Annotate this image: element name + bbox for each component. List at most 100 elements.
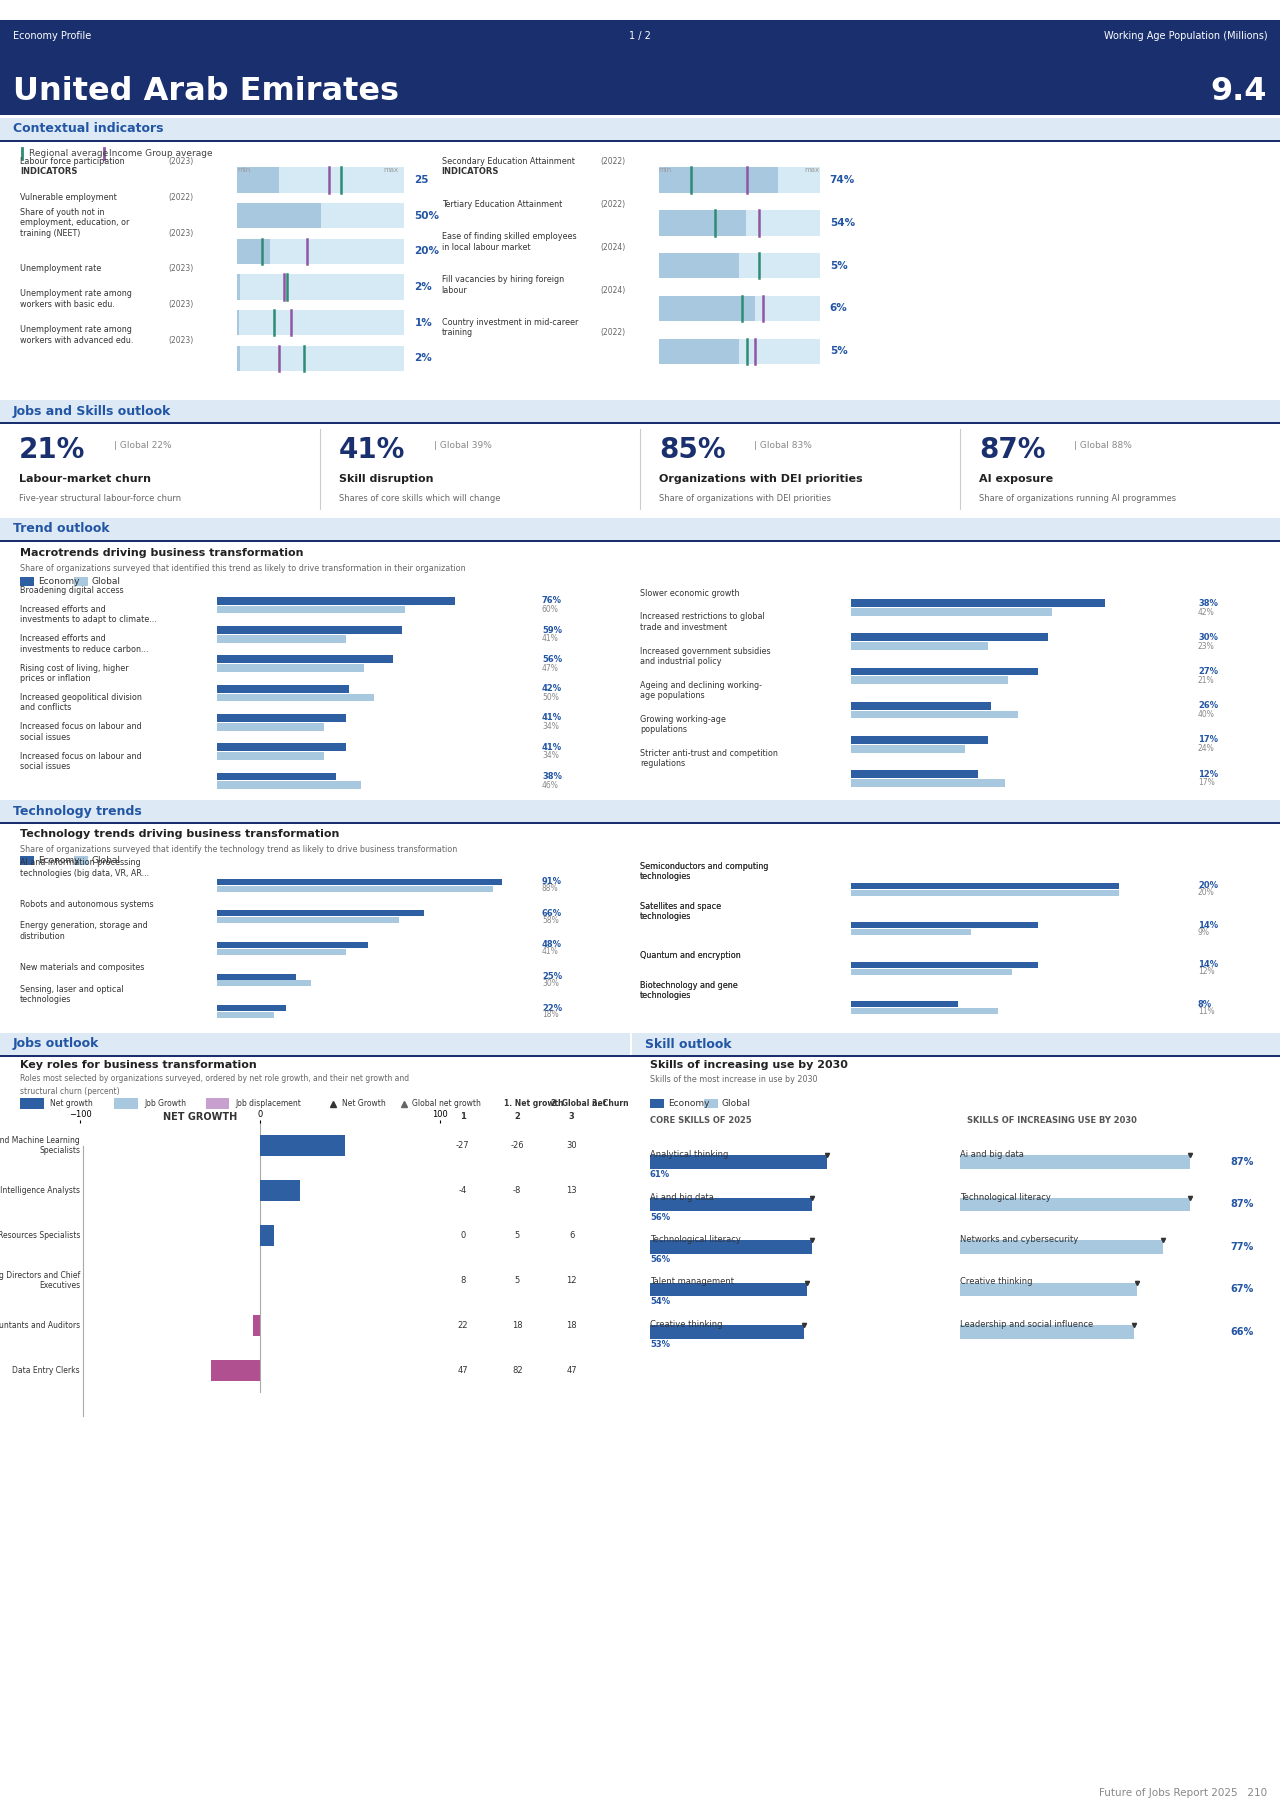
Bar xyxy=(218,626,402,633)
Text: 12%: 12% xyxy=(1198,769,1219,778)
Text: Growing working-age
populations: Growing working-age populations xyxy=(640,715,726,734)
Text: 3: 3 xyxy=(568,1113,575,1122)
Text: Technology trends: Technology trends xyxy=(13,805,142,818)
Text: (2022): (2022) xyxy=(169,194,195,203)
Text: 22%: 22% xyxy=(541,1004,562,1013)
Text: (2024): (2024) xyxy=(600,286,626,295)
Text: Increased geopolitical division
and conflicts: Increased geopolitical division and conf… xyxy=(20,693,142,713)
Text: Creative thinking: Creative thinking xyxy=(650,1321,722,1330)
Text: max: max xyxy=(383,168,398,174)
Text: 46%: 46% xyxy=(541,781,559,791)
Text: Roles most selected by organizations surveyed, ordered by net role growth, and t: Roles most selected by organizations sur… xyxy=(20,1075,410,1084)
Bar xyxy=(237,168,404,194)
Text: 59%: 59% xyxy=(541,626,562,635)
Bar xyxy=(218,743,346,751)
Text: Country investment in mid-career
training: Country investment in mid-career trainin… xyxy=(442,318,579,338)
Text: 2. Global net: 2. Global net xyxy=(550,1100,607,1107)
Text: CORE SKILLS OF 2025: CORE SKILLS OF 2025 xyxy=(650,1116,751,1125)
Text: 54%: 54% xyxy=(829,217,855,228)
Text: Share of organizations running AI programmes: Share of organizations running AI progra… xyxy=(979,494,1176,503)
Bar xyxy=(659,253,740,279)
Text: 12: 12 xyxy=(566,1275,577,1284)
Text: 30%: 30% xyxy=(1198,633,1217,642)
Text: Increased efforts and
investments to reduce carbon...: Increased efforts and investments to red… xyxy=(20,635,148,653)
Text: 38%: 38% xyxy=(541,772,562,781)
Text: Robots and autonomous systems: Robots and autonomous systems xyxy=(20,901,154,910)
Bar xyxy=(218,693,374,702)
Text: INDICATORS: INDICATORS xyxy=(442,168,499,177)
Text: 66%: 66% xyxy=(541,908,562,917)
Text: (2023): (2023) xyxy=(169,264,195,273)
Bar xyxy=(218,597,456,604)
Text: 22: 22 xyxy=(457,1321,468,1330)
Text: New materials and composites: New materials and composites xyxy=(20,964,145,971)
Text: Economy: Economy xyxy=(668,1100,709,1107)
Bar xyxy=(218,973,296,980)
Text: Shares of core skills which will change: Shares of core skills which will change xyxy=(339,494,500,503)
Text: 54%: 54% xyxy=(650,1297,671,1306)
Text: Slower economic growth: Slower economic growth xyxy=(640,588,740,597)
Bar xyxy=(851,780,1005,787)
Bar xyxy=(851,923,897,928)
Bar xyxy=(218,886,493,892)
Bar xyxy=(659,210,819,235)
Text: 5: 5 xyxy=(515,1275,520,1284)
Text: 2%: 2% xyxy=(415,353,433,364)
Text: 91%: 91% xyxy=(541,877,562,886)
Text: (2022): (2022) xyxy=(600,157,626,166)
Text: -27: -27 xyxy=(456,1141,470,1151)
Bar xyxy=(237,275,404,300)
Text: 14%: 14% xyxy=(1198,921,1219,930)
Text: Unemployment rate: Unemployment rate xyxy=(20,264,101,273)
Bar xyxy=(659,338,740,364)
Text: 1: 1 xyxy=(460,1113,466,1122)
Text: Global net growth: Global net growth xyxy=(412,1100,481,1107)
Text: Managing Directors and Chief
Executives: Managing Directors and Chief Executives xyxy=(0,1270,79,1290)
Text: Skill outlook: Skill outlook xyxy=(645,1038,732,1051)
Text: -26: -26 xyxy=(511,1141,524,1151)
Bar xyxy=(237,168,279,194)
Bar xyxy=(237,203,404,228)
Text: 0: 0 xyxy=(461,1230,466,1239)
Text: Data Entry Clerks: Data Entry Clerks xyxy=(13,1366,79,1375)
Bar xyxy=(851,642,988,649)
Text: Biotechnology and gene
technologies: Biotechnology and gene technologies xyxy=(640,980,737,1000)
Text: AI and information processing
technologies (big data, VR, AR...: AI and information processing technologi… xyxy=(20,857,150,877)
Bar xyxy=(650,1154,827,1169)
Text: Satellites and space
technologies: Satellites and space technologies xyxy=(640,901,721,921)
Bar xyxy=(218,753,324,760)
Bar xyxy=(659,297,755,320)
Text: Share of organizations surveyed that identified this trend as likely to drive tr: Share of organizations surveyed that ide… xyxy=(20,564,466,573)
Text: 41%: 41% xyxy=(339,436,406,463)
Text: SKILLS OF INCREASING USE BY 2030: SKILLS OF INCREASING USE BY 2030 xyxy=(968,1116,1137,1125)
Bar xyxy=(74,856,87,865)
Bar xyxy=(218,948,346,955)
Text: Leadership and social influence: Leadership and social influence xyxy=(960,1321,1093,1330)
Text: Skills of the most increase in use by 2030: Skills of the most increase in use by 20… xyxy=(650,1075,818,1084)
Text: Share of youth not in
employment, education, or
training (NEET): Share of youth not in employment, educat… xyxy=(20,208,129,237)
Text: Semiconductors and computing
technologies: Semiconductors and computing technologie… xyxy=(640,863,768,881)
Text: Global: Global xyxy=(722,1100,751,1107)
Text: 34%: 34% xyxy=(541,751,559,760)
Text: Global: Global xyxy=(92,856,122,865)
Text: 87%: 87% xyxy=(1230,1158,1253,1167)
Text: Economy: Economy xyxy=(38,577,79,586)
Text: 30%: 30% xyxy=(541,979,559,988)
Text: United Arab Emirates: United Arab Emirates xyxy=(13,76,399,107)
Text: AI and Machine Learning
Specialists: AI and Machine Learning Specialists xyxy=(0,1136,79,1156)
Text: Skills of increasing use by 2030: Skills of increasing use by 2030 xyxy=(650,1060,847,1069)
Text: 34%: 34% xyxy=(541,722,559,731)
Text: Rising cost of living, higher
prices or inflation: Rising cost of living, higher prices or … xyxy=(20,664,128,684)
Text: 41%: 41% xyxy=(541,635,559,644)
Bar xyxy=(237,346,241,371)
Text: Contextual indicators: Contextual indicators xyxy=(13,123,164,136)
Bar xyxy=(218,917,399,923)
Text: (2023): (2023) xyxy=(169,300,195,309)
Text: 8%: 8% xyxy=(1198,1000,1212,1009)
Text: Organizations with DEI priorities: Organizations with DEI priorities xyxy=(659,474,863,485)
Text: Tertiary Education Attainment: Tertiary Education Attainment xyxy=(442,201,562,210)
Bar xyxy=(659,168,819,194)
Bar xyxy=(851,883,918,888)
Text: NET GROWTH: NET GROWTH xyxy=(163,1111,237,1122)
Text: 6%: 6% xyxy=(829,304,847,313)
